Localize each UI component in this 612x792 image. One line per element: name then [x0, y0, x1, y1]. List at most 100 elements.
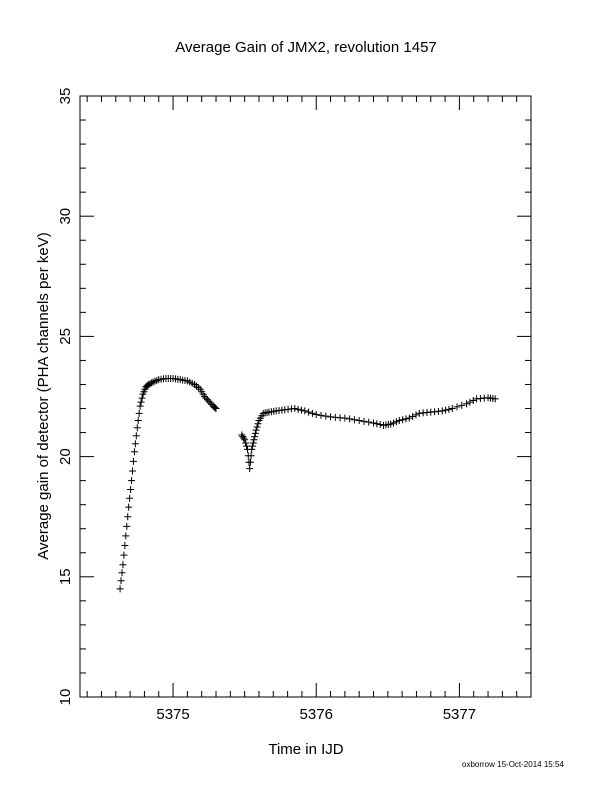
data-point: [128, 477, 136, 485]
data-point: [148, 379, 156, 387]
data-point: [355, 417, 363, 425]
data-point: [370, 419, 378, 427]
data-point: [448, 405, 456, 413]
axis-ticks: [80, 95, 532, 698]
data-point: [201, 393, 209, 400]
data-point: [122, 532, 130, 540]
data-point: [240, 434, 248, 442]
data-point: [294, 405, 302, 413]
data-point: [117, 577, 125, 585]
data-point: [373, 420, 381, 428]
data-point: [131, 440, 139, 448]
y-tick-label: 15: [57, 568, 74, 585]
data-point: [350, 416, 358, 424]
data-point: [395, 417, 403, 425]
data-point: [120, 551, 128, 559]
data-point: [130, 448, 138, 456]
data-point: [251, 433, 259, 441]
data-point: [243, 442, 251, 450]
tick-labels: 5375 5376 5377 10 15 20 25 30 35: [57, 88, 476, 723]
data-point: [322, 412, 330, 420]
data-point: [246, 465, 254, 473]
data-point: [205, 397, 213, 405]
data-point: [365, 418, 373, 426]
data-point: [387, 420, 395, 428]
data-point: [239, 433, 247, 441]
data-point: [194, 384, 202, 392]
y-tick-label: 20: [57, 448, 74, 465]
x-axis-label: Time in IJD: [268, 741, 343, 758]
y-tick-label: 10: [57, 689, 74, 706]
data-point: [305, 408, 313, 416]
data-point: [145, 380, 153, 388]
data-point: [116, 585, 124, 593]
data-point: [248, 445, 256, 453]
data-point: [121, 542, 129, 550]
data-point: [241, 436, 249, 444]
data-point: [409, 413, 417, 421]
data-point: [392, 418, 400, 426]
data-point: [399, 416, 407, 424]
data-point: [124, 513, 132, 521]
y-axis-label: Average gain of detector (PHA channels p…: [35, 232, 52, 559]
data-point: [132, 432, 140, 440]
data-point: [405, 414, 413, 422]
plot-frame: [79, 95, 532, 698]
data-point: [412, 411, 420, 419]
data-point: [128, 467, 136, 475]
data-point: [402, 415, 410, 423]
data-point: [125, 503, 133, 511]
data-point: [301, 407, 309, 415]
data-point: [251, 429, 259, 437]
data-point: [206, 399, 214, 407]
data-point: [252, 426, 260, 434]
data-point: [390, 419, 398, 427]
data-point: [458, 401, 466, 409]
data-point: [442, 406, 450, 414]
data-point: [346, 415, 354, 423]
data-point: [445, 405, 453, 413]
data-point: [254, 420, 262, 428]
data-point: [202, 394, 210, 402]
data-point: [253, 423, 261, 431]
data-point: [133, 424, 141, 432]
data-point: [119, 561, 127, 569]
y-tick-label: 25: [57, 328, 74, 345]
data-point: [297, 406, 305, 414]
data-point: [134, 417, 142, 425]
data-point: [211, 404, 219, 412]
data-point: [469, 397, 477, 405]
data-point: [250, 436, 258, 444]
data-point: [126, 494, 134, 502]
data-point: [312, 411, 320, 419]
data-point: [137, 398, 145, 406]
data-point: [360, 417, 368, 425]
data-point: [317, 411, 325, 419]
data-point: [438, 407, 446, 415]
data-point: [466, 398, 474, 406]
data-points: [116, 374, 499, 593]
data-point: [135, 409, 143, 417]
data-point: [249, 439, 257, 447]
data-point: [453, 403, 461, 411]
data-point: [463, 400, 471, 408]
data-point: [146, 380, 154, 388]
data-point: [341, 414, 349, 422]
data-point: [308, 409, 316, 417]
data-point: [212, 405, 220, 413]
data-point: [203, 396, 211, 404]
data-point: [138, 394, 146, 402]
data-point: [118, 569, 126, 577]
y-tick-label: 35: [57, 88, 74, 105]
x-tick-label: 5376: [300, 706, 333, 723]
data-point: [246, 458, 254, 466]
data-point: [129, 457, 137, 465]
y-tick-label: 30: [57, 208, 74, 225]
data-point: [127, 485, 135, 493]
data-point: [123, 522, 131, 530]
data-point: [242, 439, 250, 447]
data-point: [291, 405, 299, 413]
chart-title: Average Gain of JMX2, revolution 1457: [175, 39, 437, 56]
x-tick-label: 5377: [443, 706, 476, 723]
